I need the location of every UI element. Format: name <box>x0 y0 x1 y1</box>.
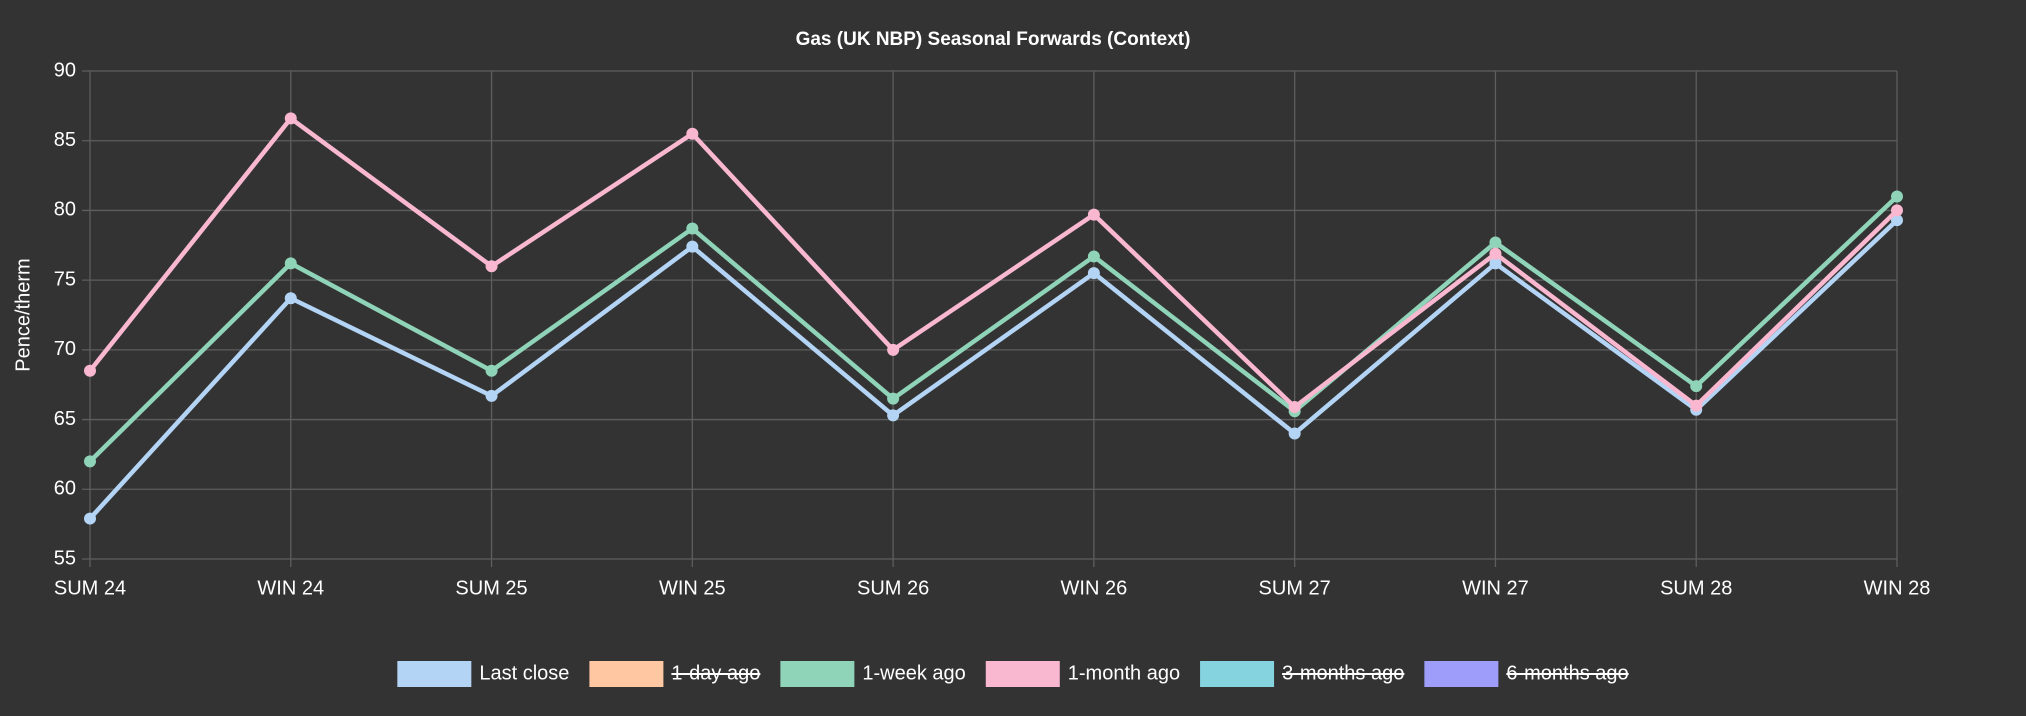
series-line <box>88 218 1899 521</box>
y-tick-label: 60 <box>54 478 76 500</box>
data-point <box>1690 399 1703 412</box>
data-point <box>1288 401 1301 414</box>
legend-label[interactable]: Last close <box>479 662 569 684</box>
data-point <box>1087 267 1100 280</box>
legend-swatch[interactable] <box>397 661 472 687</box>
data-point <box>485 389 498 402</box>
legend-swatch[interactable] <box>1200 661 1275 687</box>
x-tick-label: SUM 26 <box>857 577 929 599</box>
data-point <box>686 127 699 140</box>
chart-title: Gas (UK NBP) Seasonal Forwards (Context) <box>796 29 1191 50</box>
y-tick-label: 75 <box>54 268 76 290</box>
data-point <box>1087 208 1100 221</box>
data-point <box>887 409 900 422</box>
data-point <box>1288 427 1301 440</box>
data-point <box>284 292 297 305</box>
legend-swatch[interactable] <box>780 661 855 687</box>
data-point <box>1489 257 1502 270</box>
series-line <box>88 116 1899 410</box>
data-point <box>485 364 498 377</box>
data-point <box>1891 204 1903 217</box>
y-tick-label: 90 <box>54 59 76 81</box>
x-tick-label: SUM 24 <box>54 577 126 599</box>
legend-label[interactable]: 1-month ago <box>1068 662 1180 684</box>
y-tick-label: 80 <box>54 199 76 221</box>
data-point <box>485 260 498 273</box>
x-tick-label: WIN 25 <box>659 577 726 599</box>
data-point <box>887 343 900 356</box>
legend-swatch[interactable] <box>589 661 664 687</box>
x-tick-label: WIN 28 <box>1864 577 1931 599</box>
x-tick-label: WIN 24 <box>257 577 324 599</box>
y-tick-label: 55 <box>54 547 76 569</box>
series-line <box>88 194 1899 464</box>
data-point <box>284 112 297 125</box>
data-point <box>84 512 96 525</box>
data-point <box>686 222 699 235</box>
y-axis-label: Pence/therm <box>12 258 34 371</box>
x-tick-label: WIN 26 <box>1061 577 1128 599</box>
y-tick-label: 65 <box>54 408 76 430</box>
data-point <box>887 392 900 405</box>
x-tick-label: WIN 27 <box>1462 577 1529 599</box>
x-tick-label: SUM 28 <box>1660 577 1732 599</box>
legend-swatch[interactable] <box>985 661 1060 687</box>
y-tick-label: 70 <box>54 338 76 360</box>
x-tick-label: SUM 27 <box>1259 577 1331 599</box>
data-point <box>1891 190 1903 203</box>
legend-label[interactable]: 1-week ago <box>862 662 965 684</box>
x-tick-label: SUM 25 <box>455 577 527 599</box>
data-point <box>1087 250 1100 263</box>
legend-swatch[interactable] <box>1424 661 1499 687</box>
data-point <box>1690 380 1703 393</box>
data-point <box>84 455 96 468</box>
data-point <box>1489 247 1502 260</box>
data-point <box>1891 214 1903 227</box>
data-point <box>284 257 297 270</box>
data-point <box>686 240 699 253</box>
y-tick-label: 85 <box>54 129 76 151</box>
data-point <box>1489 236 1502 249</box>
data-point <box>84 364 96 377</box>
